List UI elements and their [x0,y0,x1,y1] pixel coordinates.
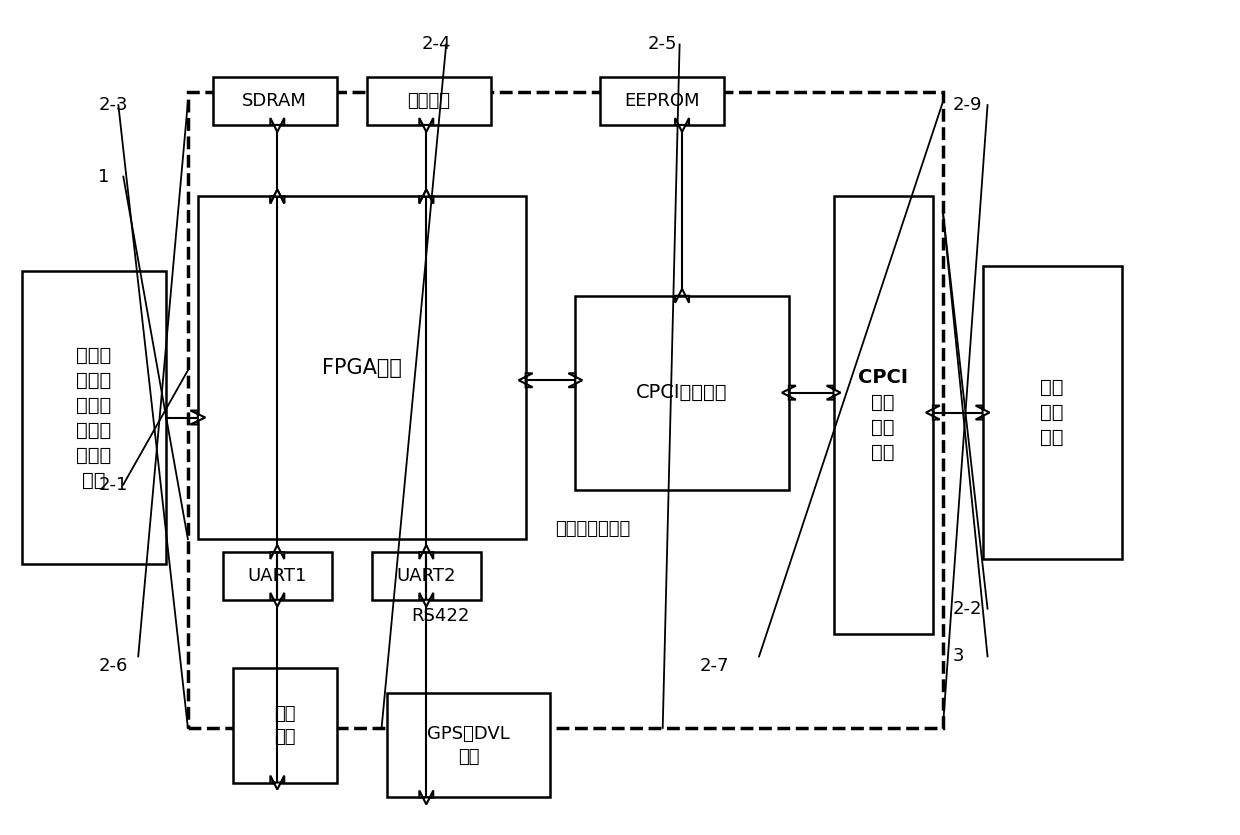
Text: 2-5: 2-5 [647,36,677,53]
Text: 2-7: 2-7 [699,657,729,676]
Text: 信号融合扩展板: 信号融合扩展板 [556,520,631,539]
Bar [372,552,481,600]
FancyArrow shape [270,118,284,132]
Text: 光纤陀
螺信号
及加速
度计信
号采集
模块: 光纤陀 螺信号 及加速 度计信 号采集 模块 [77,346,112,489]
Text: RS422: RS422 [412,607,470,625]
Bar [600,78,724,125]
Bar [233,668,337,782]
Text: 2-3: 2-3 [98,96,128,114]
Bar [982,266,1122,559]
Bar [22,271,166,564]
Bar [213,78,337,125]
Text: 3: 3 [952,647,965,665]
Text: FPGA电路: FPGA电路 [322,358,402,377]
Bar [833,196,932,634]
Bar [198,196,526,539]
FancyArrow shape [419,190,433,204]
FancyArrow shape [191,411,206,424]
FancyArrow shape [976,406,990,419]
FancyArrow shape [270,593,284,607]
FancyArrow shape [270,190,284,204]
Text: CPCI
总线
接口
电路: CPCI 总线 接口 电路 [858,368,908,462]
FancyArrow shape [419,791,433,804]
FancyArrow shape [675,289,689,303]
Text: UART1: UART1 [248,567,308,585]
Text: 2-9: 2-9 [952,96,982,114]
Text: 1: 1 [98,168,110,185]
FancyArrow shape [827,386,841,400]
FancyArrow shape [419,545,433,559]
Text: EEPROM: EEPROM [625,92,699,110]
FancyArrow shape [270,776,284,790]
FancyArrow shape [419,190,433,204]
Text: 2-2: 2-2 [952,600,982,618]
Text: 2-1: 2-1 [98,476,128,493]
Text: GPS及DVL
电路: GPS及DVL 电路 [427,725,510,766]
Bar [387,693,551,797]
Bar [367,78,491,125]
FancyArrow shape [675,118,689,132]
FancyArrow shape [270,545,284,559]
Text: 2-4: 2-4 [422,36,451,53]
FancyArrow shape [518,373,533,387]
Bar [188,92,942,728]
Text: SDRAM: SDRAM [242,92,308,110]
Text: UART2: UART2 [397,567,456,585]
FancyArrow shape [926,406,940,419]
Bar [575,296,789,489]
FancyArrow shape [270,190,284,204]
Text: 导航
解算
模块: 导航 解算 模块 [1040,378,1064,447]
Text: 配置芯片: 配置芯片 [407,92,450,110]
Bar [223,552,332,600]
FancyArrow shape [568,373,583,387]
Text: 2-6: 2-6 [98,657,128,676]
FancyArrow shape [419,593,433,607]
FancyArrow shape [419,118,433,132]
Text: 旋转
机构: 旋转 机构 [274,705,295,746]
FancyArrow shape [782,386,796,400]
Text: CPCI桥接芯片: CPCI桥接芯片 [636,383,728,402]
